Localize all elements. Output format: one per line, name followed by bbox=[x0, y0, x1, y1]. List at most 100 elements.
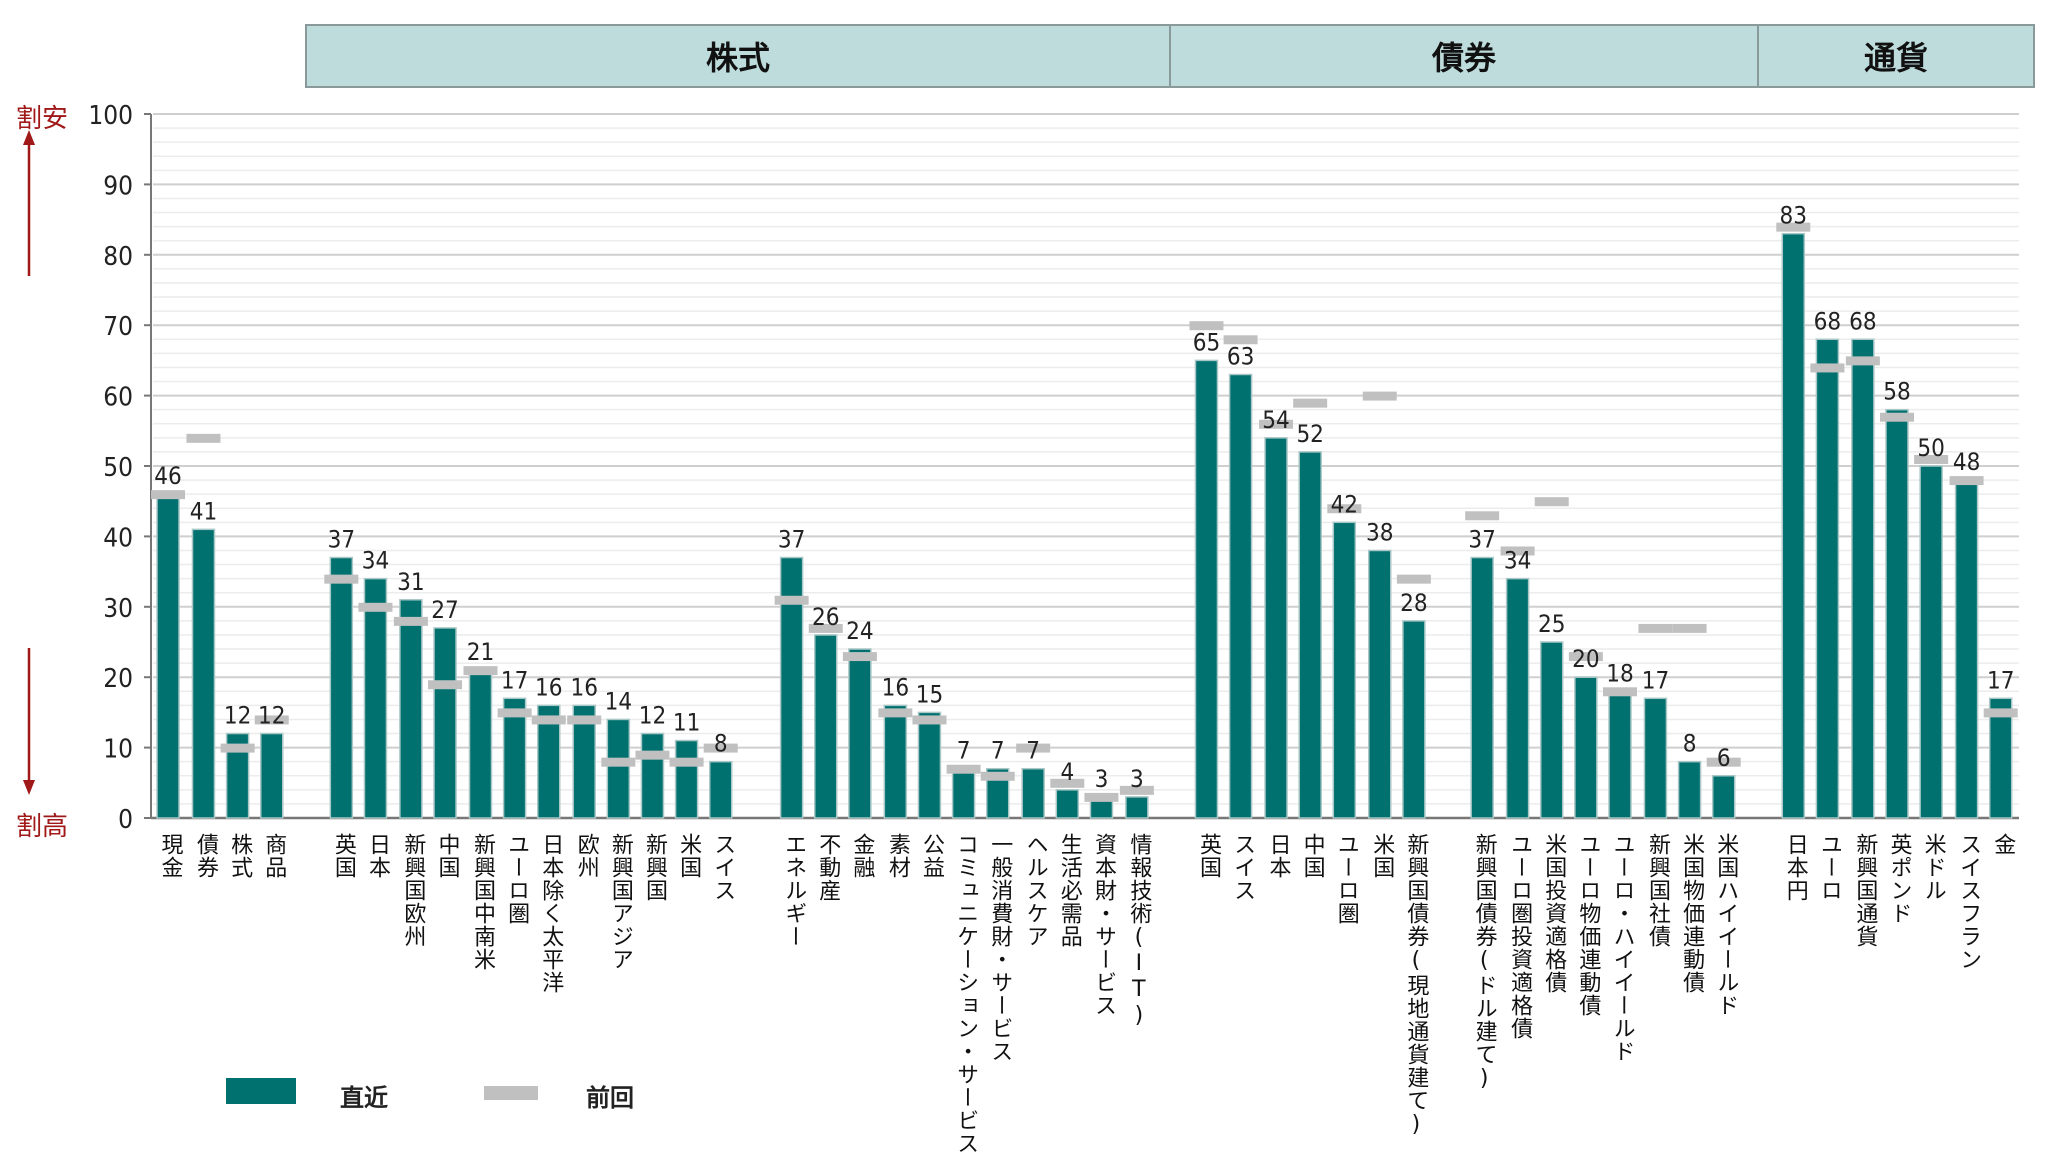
y-tick-label: 0 bbox=[118, 805, 133, 835]
data-label: 46 bbox=[154, 462, 181, 490]
marker-previous bbox=[1327, 504, 1362, 514]
data-label: 16 bbox=[570, 673, 597, 701]
data-label: 18 bbox=[1606, 659, 1633, 687]
category-label: 中国 bbox=[435, 833, 460, 879]
marker-previous bbox=[1016, 743, 1051, 753]
bar-current bbox=[640, 732, 665, 819]
data-label: 7 bbox=[991, 737, 1005, 765]
data-label: 8 bbox=[1683, 730, 1697, 758]
data-label: 26 bbox=[812, 603, 839, 631]
category-label: 米国 bbox=[676, 833, 702, 879]
data-label: 14 bbox=[605, 687, 632, 715]
bar-current bbox=[674, 739, 699, 819]
data-label: 7 bbox=[957, 737, 971, 765]
marker-previous bbox=[151, 490, 186, 500]
category-label: 米国ハイイールド bbox=[1713, 833, 1739, 1017]
category-label: 新興国債券(現地通貨建て) bbox=[1403, 833, 1429, 1138]
marker-previous bbox=[1949, 476, 1984, 486]
y-tick-label: 60 bbox=[103, 383, 133, 413]
data-label: 37 bbox=[1468, 526, 1495, 554]
data-label: 34 bbox=[362, 547, 389, 575]
category-label: 英国 bbox=[1196, 833, 1222, 879]
y-tick-label: 30 bbox=[103, 594, 133, 624]
marker-previous bbox=[878, 708, 913, 718]
bar-current bbox=[537, 704, 561, 819]
bar-current bbox=[1125, 796, 1149, 819]
data-label: 17 bbox=[1987, 666, 2014, 694]
group-header-bonds: 債券 bbox=[1169, 24, 1759, 88]
category-label: 情報技術(IT) bbox=[1126, 833, 1152, 1029]
marker-previous bbox=[393, 616, 428, 626]
category-label: 不動産 bbox=[815, 833, 841, 902]
marker-previous bbox=[669, 757, 704, 767]
marker-previous bbox=[463, 666, 498, 676]
bar-current bbox=[1055, 789, 1080, 819]
bar-current bbox=[917, 711, 942, 819]
y-tick-label: 20 bbox=[103, 664, 133, 694]
marker-previous bbox=[1672, 623, 1707, 633]
data-label: 17 bbox=[501, 666, 528, 694]
marker-previous bbox=[1050, 778, 1085, 788]
bar-current bbox=[951, 767, 976, 819]
data-label: 63 bbox=[1227, 342, 1254, 370]
data-label: 11 bbox=[673, 709, 700, 737]
category-label: 新興国社債 bbox=[1645, 833, 1671, 948]
category-label: ユーロ圏 bbox=[1334, 833, 1359, 925]
category-label: スイスフラン bbox=[1956, 833, 1981, 971]
category-label: 新興国 bbox=[642, 833, 668, 902]
marker-previous bbox=[531, 715, 566, 725]
marker-previous bbox=[1983, 708, 2018, 718]
category-label: 新興国アジア bbox=[608, 833, 634, 971]
marker-previous bbox=[1638, 623, 1673, 633]
category-label: 商品 bbox=[261, 833, 286, 879]
bar-current bbox=[156, 493, 180, 819]
y-tick-label: 80 bbox=[103, 242, 133, 272]
category-label: 米国 bbox=[1369, 833, 1395, 879]
marker-previous bbox=[1845, 356, 1880, 366]
marker-previous bbox=[635, 750, 670, 760]
data-label: 38 bbox=[1366, 518, 1393, 546]
category-label: 欧州 bbox=[574, 833, 600, 879]
category-label: 金融 bbox=[849, 833, 875, 879]
legend-current-swatch bbox=[226, 1078, 296, 1104]
marker-previous bbox=[567, 715, 602, 725]
y-tick-label: 40 bbox=[103, 523, 133, 553]
marker-previous bbox=[980, 771, 1015, 781]
data-label: 21 bbox=[467, 638, 494, 666]
category-label: 資本財・サービス bbox=[1091, 833, 1117, 1017]
data-label: 16 bbox=[882, 673, 909, 701]
category-label: 新興国通貨 bbox=[1852, 833, 1878, 948]
category-label: 株式 bbox=[227, 833, 253, 879]
category-label: 英ポンド bbox=[1886, 833, 1912, 925]
category-label: ユーロ圏 bbox=[504, 833, 529, 925]
bar-current bbox=[883, 704, 908, 819]
bar-current bbox=[1781, 232, 1806, 819]
bar-current bbox=[1815, 338, 1840, 819]
marker-previous bbox=[1810, 363, 1845, 373]
bar-current bbox=[1539, 641, 1564, 819]
data-label: 15 bbox=[916, 680, 943, 708]
marker-previous bbox=[1500, 546, 1535, 556]
marker-previous bbox=[1776, 222, 1811, 232]
category-label: エネルギー bbox=[781, 833, 806, 948]
marker-previous bbox=[601, 757, 636, 767]
data-label: 31 bbox=[397, 568, 424, 596]
marker-previous bbox=[1293, 398, 1328, 408]
data-label: 12 bbox=[639, 702, 666, 730]
y-tick-label: 10 bbox=[103, 735, 133, 765]
bar-current bbox=[1851, 338, 1875, 819]
category-label: ヘルスケア bbox=[1023, 833, 1048, 948]
marker-previous bbox=[1534, 497, 1569, 507]
data-label: 65 bbox=[1193, 328, 1220, 356]
data-label: 7 bbox=[1026, 737, 1040, 765]
category-label: スイス bbox=[710, 833, 735, 902]
data-label: 6 bbox=[1717, 744, 1731, 772]
category-label: ユーロ圏投資適格債 bbox=[1507, 833, 1533, 1040]
marker-previous bbox=[1602, 687, 1637, 697]
data-label: 28 bbox=[1400, 589, 1427, 617]
data-label: 25 bbox=[1538, 610, 1565, 638]
data-label: 34 bbox=[1504, 547, 1531, 575]
category-label: 金 bbox=[1990, 833, 2016, 856]
down-arrow-head-icon bbox=[23, 780, 35, 795]
